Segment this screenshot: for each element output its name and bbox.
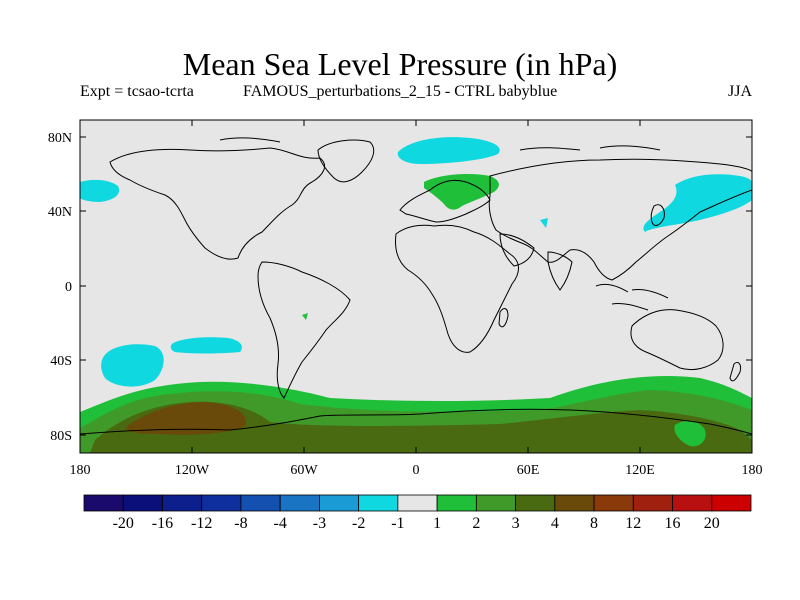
colorbar-swatch: [358, 494, 399, 512]
colorbar-label: 20: [704, 515, 720, 532]
lat-tick-label: 80S: [50, 429, 72, 444]
colorbar-label: -2: [352, 515, 365, 532]
coast-asia: [488, 158, 752, 281]
lon-tick-label: 0: [413, 463, 420, 478]
colorbar-label: 8: [590, 515, 598, 532]
lon-tick-label: 60E: [517, 463, 540, 478]
lon-tick-label: 180: [70, 463, 91, 478]
coast-africa: [395, 224, 519, 353]
experiment-label: Expt = tcsao-tcrta: [80, 83, 194, 100]
colorbar-swatch: [201, 494, 242, 512]
anomaly-neg-north-pacific: [643, 174, 752, 232]
coast-australia: [630, 309, 724, 371]
coast-madagascar: [498, 308, 509, 328]
colorbar-label: 1: [433, 515, 441, 532]
colorbar-swatch: [475, 494, 516, 512]
colorbar-swatch: [672, 494, 713, 512]
colorbar-label: -4: [274, 515, 287, 532]
colorbar-label: -1: [391, 515, 404, 532]
colorbar-swatch: [319, 494, 360, 512]
coast-new-zealand: [729, 361, 741, 382]
anomaly-neg-arctic: [397, 137, 500, 164]
season-label: JJA: [728, 83, 753, 100]
coast-greenland: [317, 139, 375, 183]
coast-japan: [650, 204, 665, 226]
colorbar-labels: -20 -16 -12 -8 -4 -3 -2 -1 1 2 3 4 8 12 16 20: [113, 515, 720, 532]
colorbar-swatch: [279, 494, 320, 512]
colorbar-label: 16: [665, 515, 681, 532]
anomaly-pos-1-2-southblob: [674, 420, 706, 447]
colorbar-swatch: [711, 494, 752, 512]
coast-antarctica: [80, 408, 752, 435]
colorbar-label: -20: [113, 515, 134, 532]
lon-tick-labels: 180 120W 60W 0 60E 120E 180: [70, 463, 763, 478]
anomaly-pos-small-south-america: [302, 313, 308, 320]
anomaly-neg-central-asia: [540, 218, 548, 228]
colorbar-swatch: [240, 494, 281, 512]
coast-indonesia: [595, 283, 669, 311]
colorbar-swatch: [162, 494, 203, 512]
lat-tick-label: 0: [65, 280, 72, 295]
colorbar-swatch: [632, 494, 673, 512]
anomaly-neg-south-pacific-east: [170, 337, 242, 354]
lat-tick-labels: 80N 40N 0 40S 80S: [48, 131, 72, 444]
colorbar-swatch: [554, 494, 595, 512]
colorbar-label: -12: [191, 515, 212, 532]
lat-tick-label: 80N: [48, 131, 72, 146]
anomaly-pos-3-4-south: [90, 401, 752, 453]
coast-arabia: [499, 233, 535, 267]
lon-tick-label: 60W: [290, 463, 318, 478]
coast-arctic-islands: [219, 137, 661, 151]
colorbar-label: 2: [472, 515, 480, 532]
colorbar-swatch: [515, 494, 556, 512]
lat-tick-label: 40S: [50, 354, 72, 369]
colorbar-label: -8: [234, 515, 247, 532]
colorbar-label: 4: [551, 515, 559, 532]
colorbar-label: -3: [313, 515, 326, 532]
lat-tick-label: 40N: [48, 205, 72, 220]
colorbar-swatch: [436, 494, 477, 512]
plot-title: Mean Sea Level Pressure (in hPa): [182, 46, 618, 82]
coast-india: [547, 251, 573, 291]
anomaly-neg-southeast-pacific: [101, 344, 164, 387]
run-label: FAMOUS_perturbations_2_15 - CTRL babyblu…: [243, 83, 558, 100]
colorbar-label: 12: [625, 515, 641, 532]
anomaly-neg-west-pacific: [80, 179, 120, 202]
lon-tick-label: 120E: [625, 463, 655, 478]
coast-south-america: [257, 261, 351, 399]
colorbar: [83, 494, 752, 512]
colorbar-swatch: [397, 494, 438, 512]
colorbar-label: 3: [512, 515, 520, 532]
lon-tick-label: 120W: [175, 463, 210, 478]
colorbar-label: -16: [152, 515, 173, 532]
colorbar-swatch: [593, 494, 634, 512]
colorbar-swatch: [122, 494, 163, 512]
coast-north-america: [109, 147, 325, 260]
anomaly-pos-4-8-south: [125, 402, 246, 435]
coastlines: [80, 137, 752, 435]
lon-tick-label: 180: [742, 463, 763, 478]
coast-europe: [399, 179, 491, 223]
colorbar-swatch: [83, 494, 124, 512]
axis-ticks: [80, 120, 752, 453]
